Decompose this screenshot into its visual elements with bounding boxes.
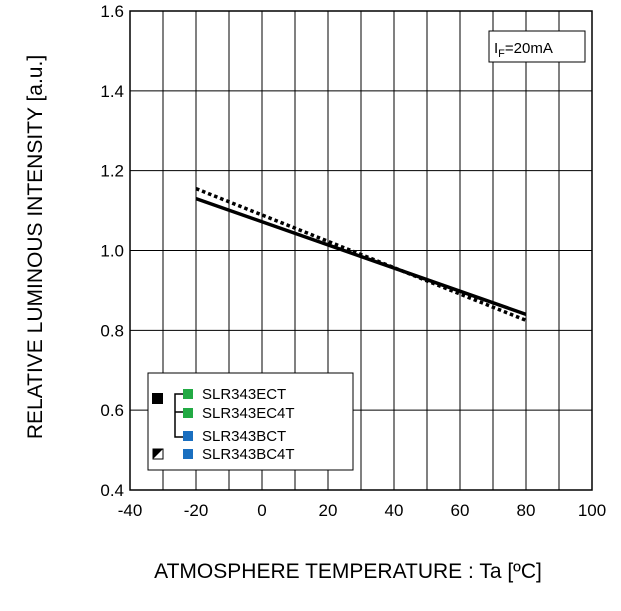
half-filled-square-icon <box>152 448 164 460</box>
y-tick-label: 1.2 <box>100 162 124 181</box>
series-solid-line <box>195 196 527 317</box>
solid-black-square-icon <box>152 393 163 404</box>
y-tick-label: 0.4 <box>100 481 124 500</box>
legend-bracket <box>174 393 183 438</box>
x-tick-label: 0 <box>257 501 266 520</box>
legend-box <box>147 372 354 471</box>
x-tick-label: 60 <box>451 501 470 520</box>
x-tick-label: 40 <box>385 501 404 520</box>
condition-text: IF=20mA <box>494 40 553 60</box>
x-tick-label: -20 <box>184 501 209 520</box>
legend: SLR343ECT SLR343EC4T SLR343BCT SLR343BC4… <box>147 372 354 471</box>
y-axis-title: RELATIVE LUMINOUS INTENSITY [a.u.] <box>24 55 47 439</box>
legend-label-slr343bct: SLR343BCT <box>202 428 286 445</box>
legend-label-slr343bc4t: SLR343BC4T <box>202 446 295 463</box>
condition-main: I <box>494 40 498 57</box>
legend-swatch-slr343ec4t <box>183 408 193 418</box>
legend-swatch-slr343bc4t <box>183 449 193 459</box>
y-tick-label: 1.6 <box>100 2 124 21</box>
x-tick-label: 80 <box>517 501 536 520</box>
x-tick-label: -40 <box>118 501 143 520</box>
x-tick-labels: -40 -20 0 20 40 60 80 100 <box>118 501 606 520</box>
condition-subscript: F <box>498 48 505 60</box>
series-dotted-line <box>195 187 527 322</box>
condition-annotation: IF=20mA <box>488 30 586 63</box>
y-tick-labels: 0.4 0.6 0.8 1.0 1.2 1.4 1.6 <box>100 2 124 500</box>
y-tick-label: 0.6 <box>100 401 124 420</box>
x-axis-title: ATMOSPHERE TEMPERATURE : Ta [ºC] <box>154 560 542 583</box>
legend-swatch-slr343ect <box>183 389 193 399</box>
legend-label-slr343ect: SLR343ECT <box>202 386 286 403</box>
condition-rest: =20mA <box>505 40 553 57</box>
y-tick-label: 0.8 <box>100 321 124 340</box>
series-group <box>195 187 527 322</box>
legend-swatch-slr343bct <box>183 431 193 441</box>
grid <box>130 11 592 490</box>
x-tick-label: 20 <box>319 501 338 520</box>
y-tick-label: 1.4 <box>100 82 124 101</box>
y-tick-label: 1.0 <box>100 242 124 261</box>
legend-label-slr343ec4t: SLR343EC4T <box>202 405 295 422</box>
plot-area <box>129 10 593 491</box>
x-tick-label: 100 <box>578 501 606 520</box>
